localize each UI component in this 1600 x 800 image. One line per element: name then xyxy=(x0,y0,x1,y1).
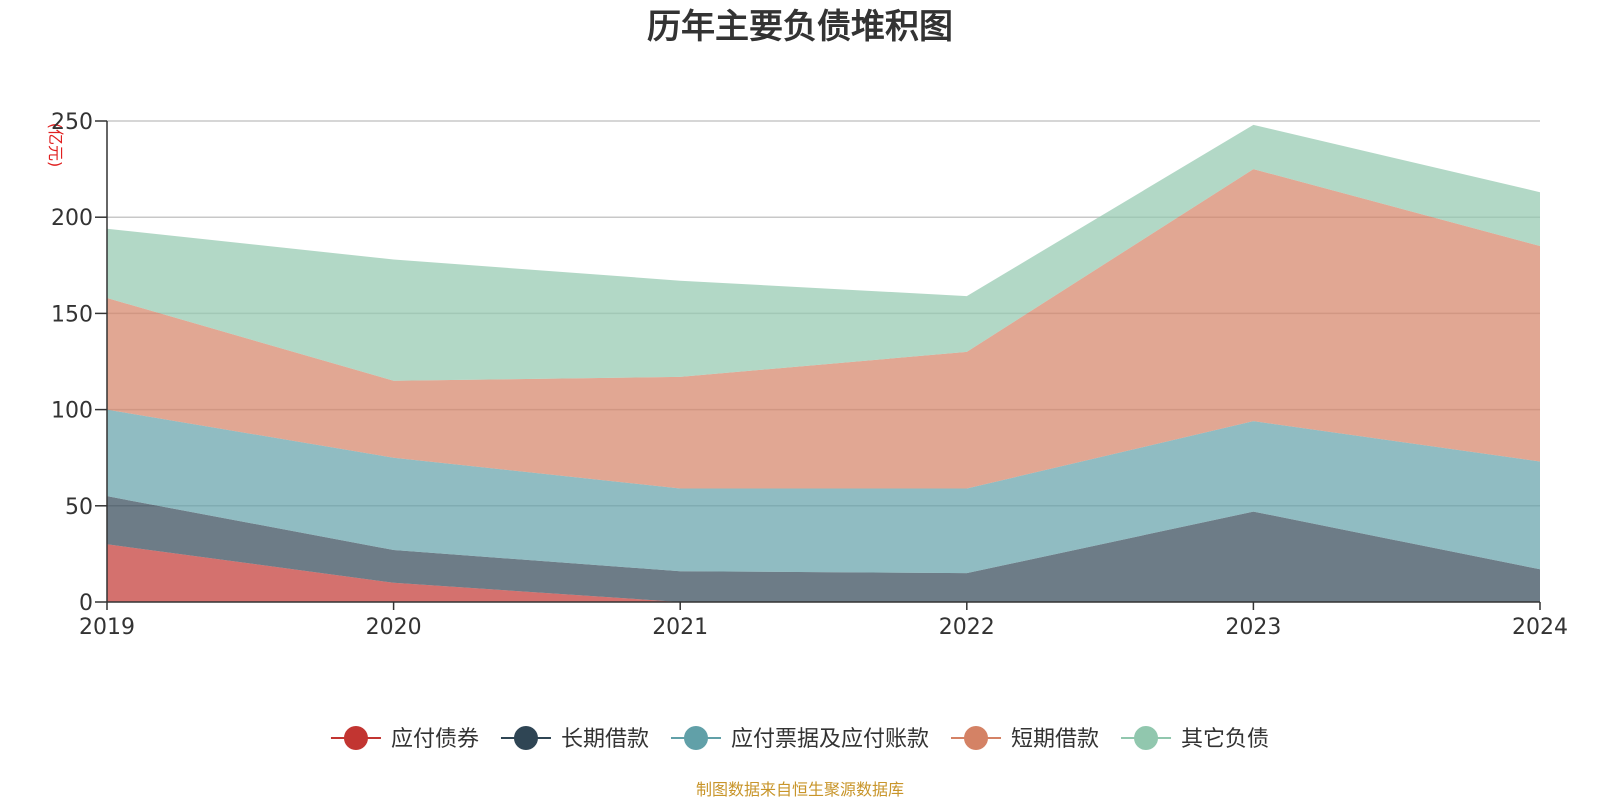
legend-label: 应付票据及应付账款 xyxy=(731,727,929,752)
y-tick-label: 0 xyxy=(79,591,93,616)
legend-item-5[interactable]: 其它负债 xyxy=(1121,726,1269,752)
x-tick-label: 2022 xyxy=(939,615,995,640)
area-series-2 xyxy=(107,496,1540,602)
y-tick-label: 100 xyxy=(51,399,93,424)
y-axis-unit-label: (亿元) xyxy=(46,123,65,168)
x-tick-label: 2020 xyxy=(366,615,422,640)
legend-item-3[interactable]: 应付票据及应付账款 xyxy=(670,726,929,752)
y-tick-label: 250 xyxy=(51,110,93,135)
x-tick-label: 2024 xyxy=(1512,615,1568,640)
legend-marker xyxy=(513,726,538,750)
legend-item-1[interactable]: 应付债券 xyxy=(330,726,479,752)
area-series-4 xyxy=(107,169,1540,489)
legend-label: 应付债券 xyxy=(391,727,479,752)
legend-label: 其它负债 xyxy=(1181,727,1269,752)
legend-marker xyxy=(1134,726,1159,750)
legend: 应付债券 长期借款 应付票据及应付账款 短期借款 其它负债 xyxy=(330,726,1269,752)
x-tick-label: 2021 xyxy=(652,615,708,640)
legend-marker xyxy=(683,726,708,750)
area-series xyxy=(107,124,1540,602)
area-series-5 xyxy=(107,124,1540,381)
legend-marker xyxy=(343,726,368,750)
x-tick-label: 2023 xyxy=(1225,615,1281,640)
legend-item-2[interactable]: 长期借款 xyxy=(500,726,649,752)
legend-label: 长期借款 xyxy=(561,727,649,752)
x-tick-label: 2019 xyxy=(79,615,135,640)
legend-label: 短期借款 xyxy=(1011,727,1099,752)
y-tick-label: 150 xyxy=(51,302,93,327)
legend-marker xyxy=(964,726,989,750)
legend-item-4[interactable]: 短期借款 xyxy=(951,726,1099,752)
area-series-3 xyxy=(107,409,1540,574)
axes: 0 50 100 150 200 250 2019 2020 2021 2022 2023 2024 xyxy=(51,110,1568,640)
y-tick-label: 50 xyxy=(65,495,93,520)
source-note: 制图数据来自恒生聚源数据库 xyxy=(696,780,904,799)
chart-title: 历年主要负债堆积图 xyxy=(647,7,953,47)
y-tick-label: 200 xyxy=(51,206,93,231)
